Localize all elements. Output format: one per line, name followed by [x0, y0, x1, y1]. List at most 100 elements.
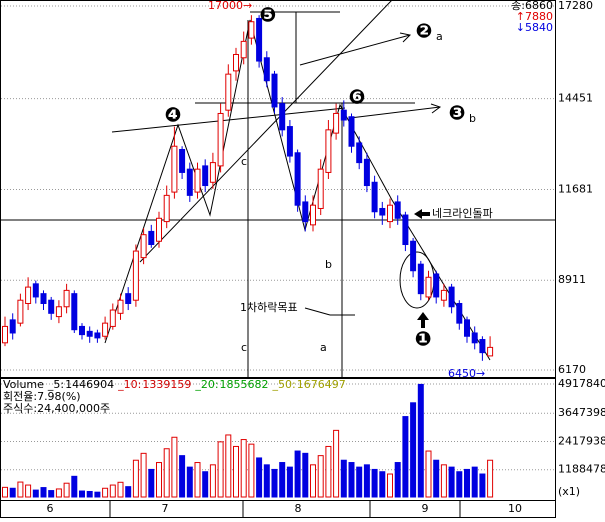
annotation: 네크라인돌파 — [432, 207, 493, 220]
candle-body — [40, 293, 47, 304]
candle-body — [263, 57, 270, 82]
step-marker: ❹ — [165, 103, 182, 127]
target-pointer — [304, 307, 331, 316]
candle-body — [63, 289, 70, 308]
candle-body — [156, 217, 162, 242]
volume-bar — [2, 486, 8, 498]
step-marker: ❻ — [349, 85, 366, 109]
volume-bar — [286, 466, 293, 498]
x-tick-label: 8 — [295, 502, 302, 515]
price-info: ↑7880 — [516, 10, 553, 23]
y-tick-label: 4917840 — [558, 377, 605, 390]
step-marker: ❺ — [260, 3, 277, 27]
volume-bar — [387, 473, 393, 498]
candle-body — [356, 142, 363, 164]
candle-body — [17, 299, 24, 324]
candle-body — [117, 299, 124, 314]
zigzag-line — [104, 19, 491, 361]
volume-bar — [256, 457, 263, 498]
legend-value: 1339159 — [142, 378, 191, 391]
candle-body — [248, 21, 255, 39]
legend-value: 1676497 — [297, 378, 346, 391]
x-tick-label: 6 — [47, 502, 54, 515]
candle-body — [487, 346, 494, 357]
candle-body — [256, 17, 263, 62]
legend-value: 1855682 — [220, 378, 269, 391]
y-tick-label: 3647398 — [558, 406, 605, 419]
volume-bar — [94, 491, 101, 498]
volume-bar — [394, 462, 401, 498]
shares: 주식수:24,400,000주 — [3, 402, 110, 415]
volume-bar — [71, 475, 78, 498]
volume-bar — [310, 464, 316, 498]
volume-bar — [217, 441, 224, 498]
volume-bar — [479, 473, 486, 498]
volume-bar — [202, 471, 209, 498]
candle-body — [425, 276, 432, 298]
volume-bar — [325, 445, 332, 498]
volume-bar — [464, 468, 470, 498]
x-tick-label: 9 — [422, 502, 429, 515]
volume-bar — [179, 455, 186, 498]
y-tick-label: 2417938 — [558, 434, 605, 447]
candle-body — [48, 299, 55, 314]
candle-body — [217, 112, 224, 167]
volume-bar — [125, 486, 132, 498]
candle-body — [102, 322, 109, 337]
volume-title: Volume — [3, 378, 44, 391]
volume-bar — [263, 464, 270, 498]
candle-body — [379, 207, 386, 216]
volume-bar — [348, 462, 355, 498]
volume-bar — [487, 459, 494, 498]
candle-body — [225, 73, 232, 111]
volume-bar — [433, 459, 440, 498]
candle-body — [302, 201, 309, 223]
arrow-head — [399, 32, 412, 43]
candle-body — [94, 332, 101, 339]
candle-body — [402, 214, 409, 246]
volume-bar — [417, 383, 424, 498]
candle-body — [132, 250, 139, 301]
candle-body — [125, 293, 132, 304]
neck-line-4 — [111, 107, 346, 133]
candle-body — [71, 293, 78, 331]
volume-bar — [55, 488, 62, 498]
y-tick-label: 17280 — [558, 0, 593, 12]
y-tick-label: 1188478 — [558, 463, 605, 476]
volume-bar — [356, 466, 363, 498]
candle-body — [171, 145, 178, 193]
turnover: 회전율:7.98(%) — [3, 390, 81, 403]
step-marker-sub: b — [469, 112, 476, 125]
volume-bar — [440, 464, 447, 498]
candle-body — [179, 149, 186, 173]
up-arrow — [417, 312, 429, 328]
candle-body — [440, 289, 447, 301]
candle-body — [279, 103, 286, 131]
volume-unit: (x1) — [558, 485, 580, 498]
y-tick-label: 14451 — [558, 92, 593, 105]
volume-bar — [471, 466, 478, 498]
volume-bar — [425, 450, 432, 498]
volume-bar — [340, 459, 347, 498]
candle-body — [479, 339, 486, 354]
legend-label: _20: — [194, 378, 218, 391]
volume-bar — [317, 455, 324, 498]
annotation: 17000→ — [208, 0, 252, 12]
candle-body — [209, 162, 216, 183]
candle-body — [271, 73, 278, 108]
volume-bar — [209, 464, 216, 498]
arrow-head — [430, 103, 442, 114]
candle-body — [371, 181, 378, 213]
volume-bar — [148, 468, 155, 498]
volume-bar — [456, 471, 463, 498]
candle-body — [456, 302, 463, 324]
candle-body — [140, 234, 147, 259]
volume-bar — [271, 468, 278, 498]
step-marker-sub: a — [436, 30, 443, 43]
arrow-line — [299, 34, 411, 66]
candle-body — [79, 325, 85, 336]
candle-body — [333, 112, 340, 134]
candle-body — [2, 325, 8, 344]
volume-bar — [248, 443, 255, 498]
